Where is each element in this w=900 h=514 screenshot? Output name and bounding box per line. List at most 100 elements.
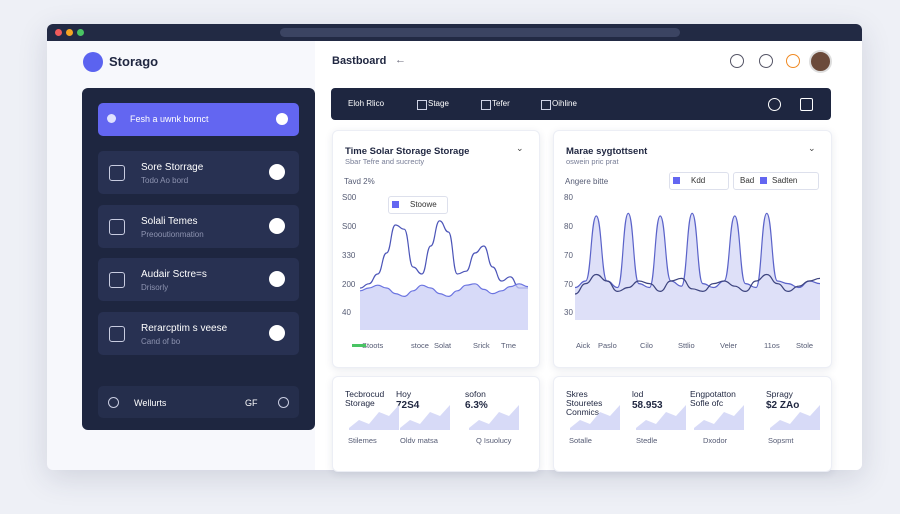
stat-label: Skres Stouretes Conmics [566, 389, 603, 417]
stat-label: Engpotatton Sofle ofc [690, 389, 736, 408]
item-action [269, 271, 285, 287]
toolbar-tab[interactable]: Tefer [492, 99, 510, 108]
dropdown-label: Sadten [772, 176, 798, 185]
dropdown-label: Kdd [691, 176, 706, 185]
footer-label: 11os [764, 341, 780, 350]
action-label: Fesh a uwnk bornct [130, 114, 209, 124]
footer-label: Aick [576, 341, 591, 350]
footer-label: Srick [473, 341, 490, 350]
back-button[interactable]: ← [395, 54, 406, 66]
chart-menu[interactable]: ⌄ [808, 143, 816, 153]
stat-value: 6.3% [465, 400, 488, 411]
dropdown-label: Bad [740, 176, 755, 185]
dropdown[interactable] [669, 172, 729, 190]
footer-label: stoce [411, 341, 429, 350]
action-badge [276, 113, 288, 125]
dropdown-swatch [673, 177, 680, 184]
toolbar-tab[interactable]: Eloh Rlico [348, 99, 385, 108]
axis-label: 40 [342, 308, 351, 317]
toolbar [331, 88, 831, 120]
header-icon[interactable] [730, 54, 744, 68]
sidebar-item[interactable] [98, 205, 299, 248]
chart-subtitle: Sbar Tefre and sucrecty [345, 157, 425, 166]
logo: Storago [109, 54, 159, 69]
tab-icon [417, 100, 427, 110]
action-icon [107, 114, 116, 123]
axis-label: 70 [564, 280, 573, 289]
axis-label: 30 [564, 308, 573, 317]
item-title: Audair Sctre=s [141, 269, 207, 280]
footer-label: Paslo [598, 341, 617, 350]
item-icon [109, 219, 125, 235]
stat-footer: Dxodor [703, 436, 728, 445]
logo-icon [83, 52, 103, 72]
axis-label: S00 [342, 222, 357, 231]
item-icon [109, 165, 125, 181]
footer-code: GF [245, 398, 258, 408]
axis-label: 330 [342, 251, 356, 260]
item-subtitle: Todo Ao bord [141, 176, 189, 185]
tab-icon [481, 100, 491, 110]
avatar[interactable] [809, 50, 832, 73]
stat-value: 72S4 [396, 400, 420, 411]
stat-label: sofon [465, 389, 486, 399]
header-icon[interactable] [759, 54, 773, 68]
dot [55, 29, 62, 36]
footer-icon [278, 397, 289, 408]
toolbar-icon[interactable] [800, 98, 813, 111]
toolbar-tab[interactable]: Oihline [552, 99, 577, 108]
dot [66, 29, 73, 36]
header-icon[interactable] [786, 54, 800, 68]
sidebar-footer[interactable] [98, 386, 299, 418]
item-icon [109, 326, 125, 342]
stat-value: $2 ZAo [766, 400, 800, 411]
title-bar [47, 24, 862, 41]
dropdown[interactable] [388, 196, 448, 214]
legend-swatch [352, 344, 366, 347]
chart-title: Time Solar Storage Storage [345, 146, 470, 157]
tab-icon [541, 100, 551, 110]
axis-label: 80 [564, 222, 573, 231]
toolbar-icon[interactable] [768, 98, 781, 111]
sidebar-item[interactable] [98, 312, 299, 355]
item-action [269, 218, 285, 234]
item-action [269, 164, 285, 180]
footer-label: Solat [434, 341, 452, 350]
sidebar-action[interactable] [98, 103, 299, 136]
item-subtitle: Preooutionmation [141, 230, 204, 239]
stat-footer: Stilemes [348, 436, 377, 445]
stat-label: lod [632, 389, 644, 399]
dropdown-swatch [392, 201, 399, 208]
sidebar-item[interactable] [98, 258, 299, 301]
axis-label: 80 [564, 193, 573, 202]
footer-label: Stoots [362, 341, 384, 350]
footer-label: Stole [796, 341, 814, 350]
footer-label: Tme [501, 341, 516, 350]
stat-label: Tecbrocud Storage [345, 389, 385, 408]
sidebar-item[interactable] [98, 151, 299, 194]
toolbar-tab[interactable]: Stage [428, 99, 449, 108]
dropdown-label: Stoowe [410, 200, 437, 209]
dropdown[interactable] [733, 172, 819, 190]
chart-menu[interactable]: ⌄ [516, 143, 524, 153]
stat-footer: Sotalle [569, 436, 592, 445]
item-action [269, 325, 285, 341]
item-title: Sore Storrage [141, 162, 204, 173]
stat-footer: Stedle [636, 436, 658, 445]
axis-label: 70 [564, 251, 573, 260]
footer-label: Sttlio [678, 341, 695, 350]
item-subtitle: Cand of bo [141, 337, 181, 346]
stat-footer: Sopsmt [768, 436, 794, 445]
stat-value: 58.953 [632, 400, 663, 411]
dot [77, 29, 84, 36]
footer-label: Wellurts [134, 398, 167, 408]
page-title: Bastboard [332, 55, 387, 67]
chart-title: Marae sygtottsent [566, 146, 648, 157]
item-title: Rerarcptim s veese [141, 323, 228, 334]
stat-footer: Oldv matsa [400, 436, 438, 445]
footer-icon [108, 397, 119, 408]
item-subtitle: Drisorly [141, 283, 169, 292]
item-title: Solali Temes [141, 216, 198, 227]
